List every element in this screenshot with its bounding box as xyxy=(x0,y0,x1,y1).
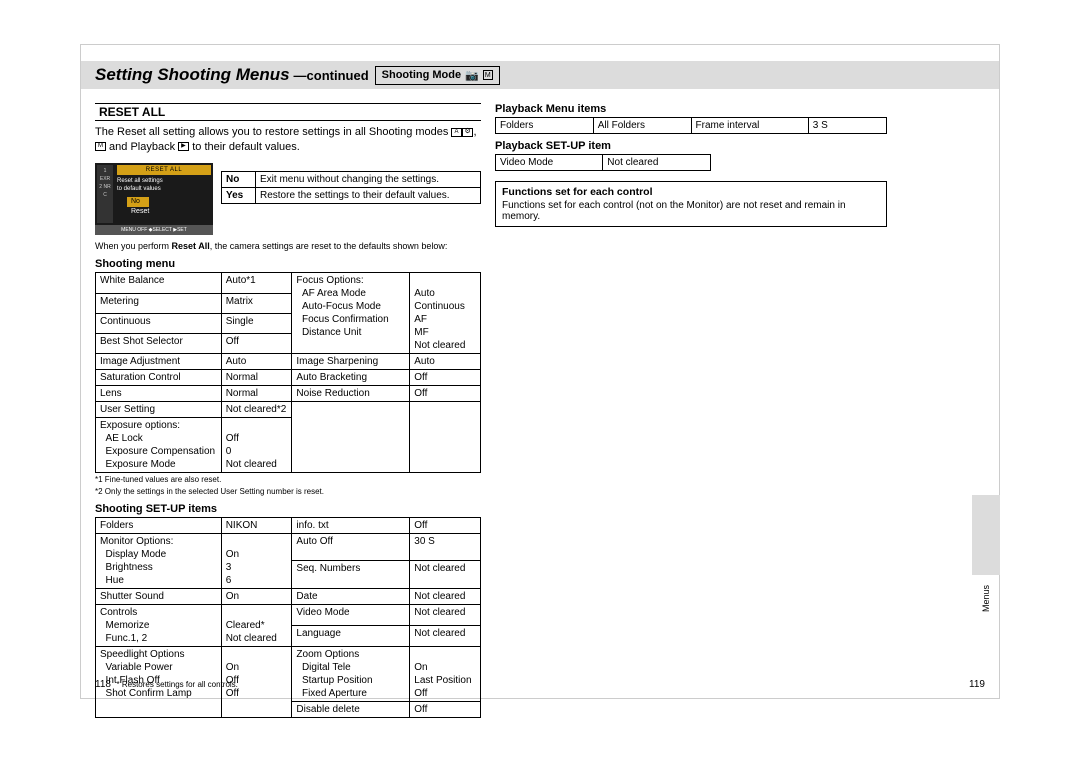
gear-icon xyxy=(462,128,473,137)
table-row: Yes Restore the settings to their defaul… xyxy=(222,187,481,203)
functions-box: Functions set for each control Functions… xyxy=(495,181,887,227)
page-number-left: 118 * Restores settings for all controls… xyxy=(95,679,238,690)
camera-icon: 📷 xyxy=(465,69,479,82)
footnote-2: *2 Only the settings in the selected Use… xyxy=(95,487,481,497)
lcd-options: No Reset xyxy=(127,197,149,217)
page-frame: Setting Shooting Menus—continued Shootin… xyxy=(80,44,1000,699)
camera-a-icon xyxy=(451,128,462,137)
lcd-side: 1 EXR 2 NR C xyxy=(97,165,113,223)
table-row: Folders All Folders Frame interval 3 S xyxy=(496,118,887,134)
page-title: Setting Shooting Menus—continued xyxy=(95,65,369,85)
side-tab xyxy=(972,495,1000,575)
reset-all-heading: RESET ALL xyxy=(95,103,481,121)
lcd-message: Reset all settingsto default values xyxy=(117,177,209,193)
playback-icon xyxy=(178,142,189,151)
functions-heading: Functions set for each control xyxy=(502,186,880,198)
side-tab-label: Menus xyxy=(981,585,991,612)
right-column: Playback Menu items Folders All Folders … xyxy=(495,103,887,227)
m-mode-icon: M xyxy=(483,70,493,80)
reset-note: When you perform Reset All, the camera s… xyxy=(95,241,481,253)
left-column: RESET ALL The Reset all setting allows y… xyxy=(95,103,481,718)
camera-m-icon xyxy=(95,142,106,151)
shooting-menu-table: White BalanceAuto*1Focus Options: AF Are… xyxy=(95,272,481,473)
shooting-mode-box: Shooting Mode 📷M xyxy=(375,66,500,85)
shooting-menu-heading: Shooting menu xyxy=(95,258,481,270)
page-number-right: 119 xyxy=(969,679,985,690)
footnote-1: *1 Fine-tuned values are also reset. xyxy=(95,475,481,485)
lcd-bottom-bar: MENU OFF ◆SELECT ▶SET xyxy=(95,225,213,235)
functions-body: Functions set for each control (not on t… xyxy=(502,200,880,222)
header-bar: Setting Shooting Menus—continued Shootin… xyxy=(81,61,999,89)
playback-setup-heading: Playback SET-UP item xyxy=(495,140,887,152)
shooting-setup-heading: Shooting SET-UP items xyxy=(95,503,481,515)
lcd-title: RESET ALL xyxy=(117,165,211,175)
reset-all-intro: The Reset all setting allows you to rest… xyxy=(95,125,481,155)
no-yes-table: No Exit menu without changing the settin… xyxy=(221,171,481,204)
table-row: No Exit menu without changing the settin… xyxy=(222,171,481,187)
playback-menu-table: Folders All Folders Frame interval 3 S xyxy=(495,117,887,134)
playback-menu-heading: Playback Menu items xyxy=(495,103,887,115)
table-row: Video Mode Not cleared xyxy=(496,155,711,171)
lcd-screenshot: 1 EXR 2 NR C RESET ALL Reset all setting… xyxy=(95,163,213,235)
playback-setup-table: Video Mode Not cleared xyxy=(495,154,711,171)
